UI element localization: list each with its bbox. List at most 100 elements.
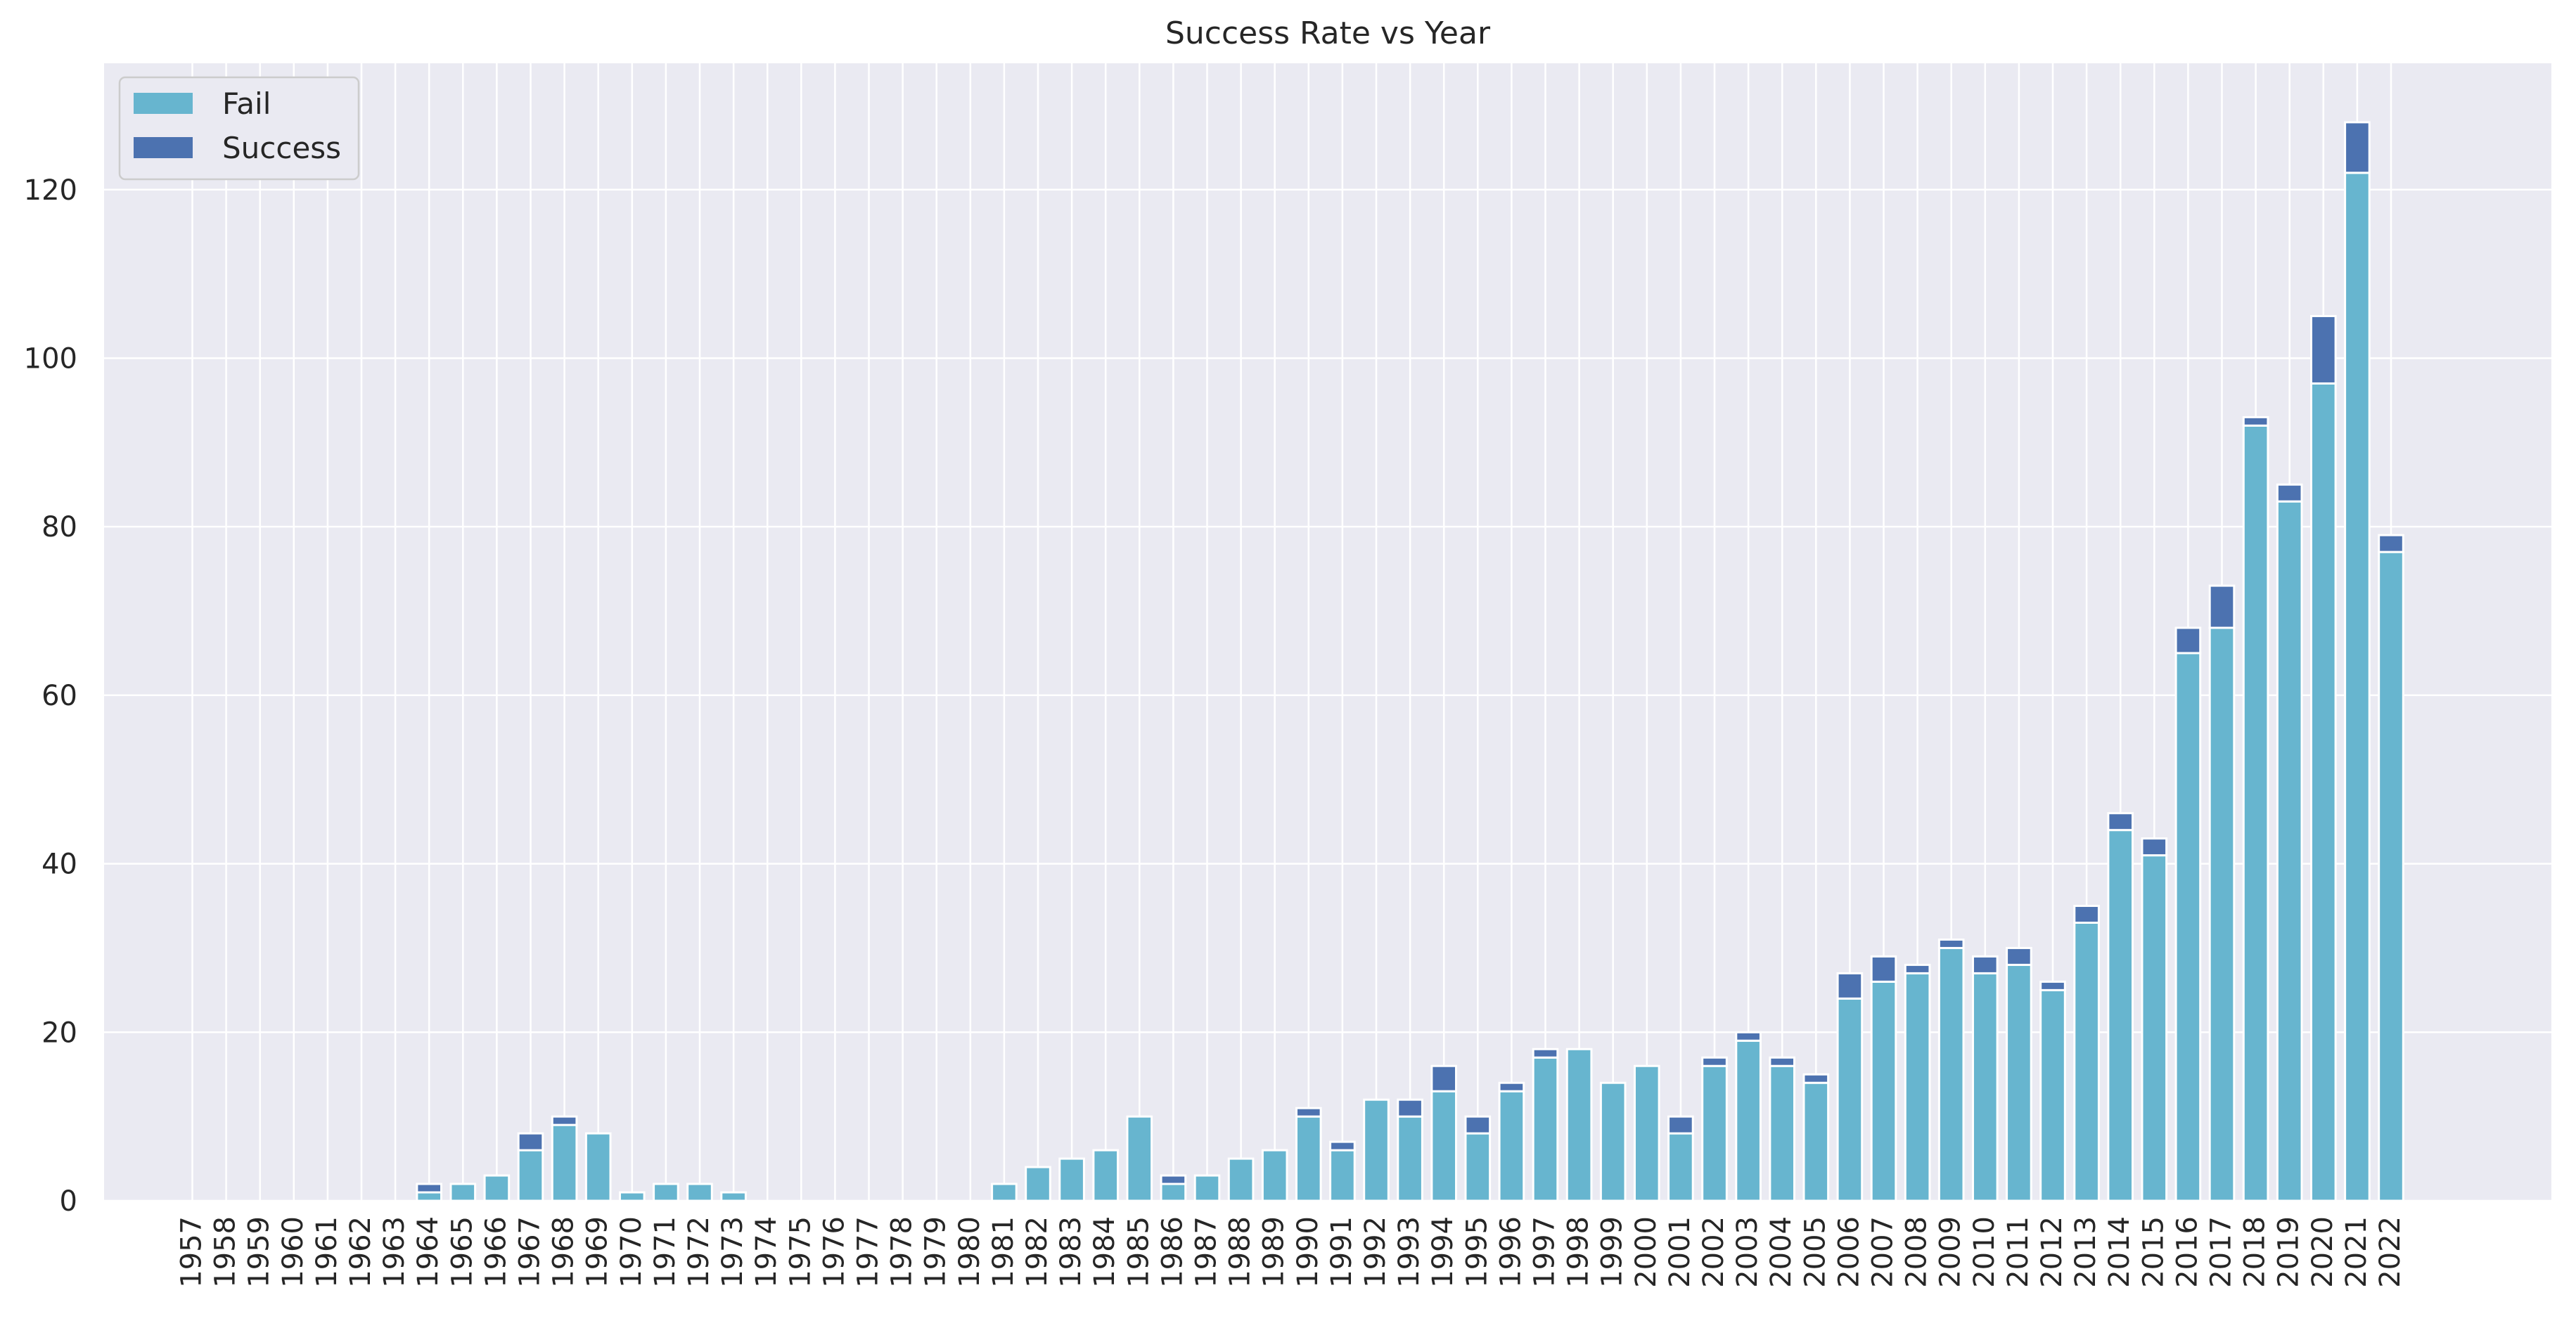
x-tick-label: 2004 bbox=[1765, 1216, 1798, 1288]
x-tick-label: 1987 bbox=[1191, 1216, 1223, 1288]
x-tick-label: 1977 bbox=[852, 1216, 885, 1288]
y-tick-label: 60 bbox=[41, 680, 77, 712]
legend-label: Success bbox=[222, 131, 341, 165]
x-tick-label: 1959 bbox=[243, 1216, 276, 1288]
bar-success bbox=[1904, 963, 1931, 974]
x-tick-label: 1962 bbox=[345, 1216, 377, 1288]
y-tick-label: 0 bbox=[60, 1185, 77, 1218]
bar-fail bbox=[1802, 1081, 1830, 1202]
x-tick-label: 1964 bbox=[412, 1216, 444, 1288]
x-tick-label: 2017 bbox=[2205, 1216, 2238, 1288]
x-tick-label: 1972 bbox=[683, 1216, 715, 1288]
bar-fail bbox=[2344, 172, 2371, 1202]
bar-success bbox=[1769, 1056, 1796, 1067]
bar-fail bbox=[1769, 1064, 1796, 1202]
x-tick-label: 1997 bbox=[1529, 1216, 1561, 1288]
x-tick-label: 1989 bbox=[1258, 1216, 1290, 1288]
y-tick-label: 80 bbox=[41, 511, 77, 543]
x-tick-label: 1980 bbox=[954, 1216, 986, 1288]
bar-fail bbox=[1870, 980, 1897, 1202]
x-tick-label: 2016 bbox=[2171, 1216, 2203, 1288]
bar-fail bbox=[2208, 626, 2236, 1202]
x-tick-label: 1974 bbox=[750, 1216, 783, 1288]
x-tick-label: 2015 bbox=[2137, 1216, 2170, 1288]
x-tick-label: 1982 bbox=[1021, 1216, 1053, 1288]
x-tick-label: 2002 bbox=[1698, 1216, 1730, 1288]
bar-fail bbox=[1058, 1157, 1085, 1202]
x-tick-label: 1965 bbox=[446, 1216, 478, 1288]
y-tick-label: 100 bbox=[24, 342, 77, 375]
bar-fail bbox=[2073, 921, 2100, 1202]
x-tick-label: 2001 bbox=[1664, 1216, 1696, 1288]
bar-fail bbox=[1599, 1081, 1627, 1202]
x-tick-label: 2012 bbox=[2036, 1216, 2068, 1288]
x-tick-label: 1973 bbox=[717, 1216, 749, 1288]
x-tick-label: 2009 bbox=[1935, 1216, 1967, 1288]
y-tick-label: 20 bbox=[41, 1017, 77, 1049]
bar-fail bbox=[2141, 854, 2168, 1202]
x-tick-label: 1971 bbox=[649, 1216, 681, 1288]
bar-success bbox=[1937, 938, 1965, 949]
bar-fail bbox=[1295, 1115, 1322, 1202]
series-fail bbox=[416, 172, 2404, 1202]
x-tick-label: 1970 bbox=[615, 1216, 648, 1288]
x-tick-label: 2005 bbox=[1799, 1216, 1831, 1288]
bar-fail bbox=[618, 1191, 646, 1202]
bars bbox=[416, 121, 2404, 1202]
x-tick-label: 2003 bbox=[1731, 1216, 1764, 1288]
bar-success bbox=[2039, 980, 2066, 991]
x-tick-label: 1990 bbox=[1292, 1216, 1324, 1288]
bar-fail bbox=[1430, 1090, 1458, 1202]
bar-fail bbox=[1701, 1064, 1728, 1202]
x-tick-label: 1976 bbox=[818, 1216, 850, 1288]
x-tick-label: 1985 bbox=[1122, 1216, 1155, 1288]
x-axis: 1957 1958 1959 1960 1961 1962 1963 1964 1965 1966… bbox=[176, 1216, 2407, 1288]
x-tick-label: 1958 bbox=[210, 1216, 242, 1288]
chart-title: Success Rate vs Year bbox=[1165, 15, 1491, 51]
x-tick-label: 1983 bbox=[1055, 1216, 1087, 1288]
bar-fail bbox=[1836, 997, 1864, 1202]
bar-fail bbox=[1532, 1056, 1559, 1202]
x-tick-label: 1984 bbox=[1089, 1216, 1121, 1288]
bar-success bbox=[1532, 1048, 1559, 1059]
series-success bbox=[416, 121, 2404, 1194]
bar-success bbox=[1397, 1098, 1423, 1118]
legend-swatch bbox=[134, 93, 193, 114]
x-tick-label: 2008 bbox=[1901, 1216, 1933, 1288]
y-tick-label: 120 bbox=[24, 174, 77, 207]
bar-success bbox=[2073, 905, 2100, 924]
bar-success bbox=[2208, 584, 2236, 629]
bar-fail bbox=[1126, 1115, 1153, 1202]
bar-fail bbox=[1261, 1149, 1288, 1202]
x-tick-label: 2020 bbox=[2307, 1216, 2339, 1288]
x-tick-label: 1991 bbox=[1326, 1216, 1358, 1288]
x-tick-label: 1999 bbox=[1596, 1216, 1629, 1288]
bar-success bbox=[1971, 955, 1999, 974]
bar-fail bbox=[416, 1191, 443, 1202]
x-tick-label: 1968 bbox=[548, 1216, 580, 1288]
x-tick-label: 1975 bbox=[784, 1216, 816, 1288]
bar-fail bbox=[2039, 988, 2066, 1202]
bar-fail bbox=[1971, 972, 1999, 1202]
bar-success bbox=[1735, 1031, 1762, 1042]
bar-fail bbox=[720, 1191, 747, 1202]
bar-fail bbox=[2006, 963, 2032, 1202]
bar-fail bbox=[1904, 972, 1931, 1202]
bar-success bbox=[2107, 812, 2134, 832]
bar-fail bbox=[991, 1183, 1018, 1202]
bar-success bbox=[1160, 1174, 1187, 1185]
x-tick-label: 2022 bbox=[2374, 1216, 2407, 1288]
bar-success bbox=[1430, 1064, 1458, 1093]
x-tick-label: 2007 bbox=[1867, 1216, 1899, 1288]
x-tick-label: 2014 bbox=[2103, 1216, 2136, 1288]
legend: Fail Success bbox=[118, 76, 360, 181]
x-tick-label: 1993 bbox=[1393, 1216, 1425, 1288]
bar-success bbox=[2378, 534, 2404, 553]
x-tick-label: 1979 bbox=[920, 1216, 952, 1288]
x-tick-label: 1969 bbox=[582, 1216, 614, 1288]
bar-success bbox=[1498, 1081, 1525, 1093]
x-tick-label: 1963 bbox=[378, 1216, 411, 1288]
bar-fail bbox=[2378, 550, 2404, 1202]
bar-success bbox=[1667, 1115, 1694, 1135]
